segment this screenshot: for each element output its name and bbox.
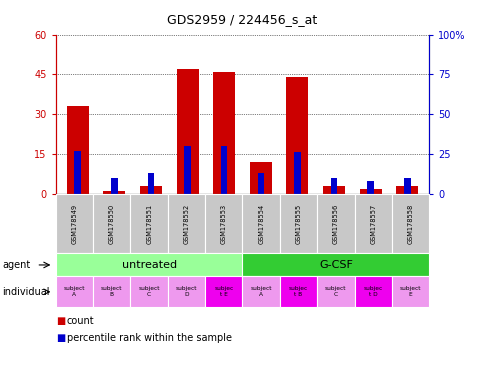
Text: subject
C: subject C: [324, 286, 346, 297]
Bar: [184, 146, 191, 194]
Text: GDS2959 / 224456_s_at: GDS2959 / 224456_s_at: [167, 13, 317, 26]
Bar: [403, 178, 409, 194]
Text: agent: agent: [2, 260, 30, 270]
Bar: [147, 173, 154, 194]
Bar: [249, 162, 271, 194]
Text: GSM178558: GSM178558: [407, 204, 413, 244]
Bar: [366, 181, 373, 194]
Text: subject
D: subject D: [175, 286, 197, 297]
Text: GSM178556: GSM178556: [332, 204, 338, 244]
Bar: [67, 106, 89, 194]
Bar: [359, 189, 381, 194]
Bar: [111, 178, 118, 194]
Bar: [322, 186, 344, 194]
Bar: [286, 77, 308, 194]
Text: GSM178549: GSM178549: [71, 204, 77, 244]
Text: GSM178550: GSM178550: [108, 204, 115, 244]
Text: count: count: [67, 316, 94, 326]
Text: ■: ■: [56, 333, 65, 343]
Text: G-CSF: G-CSF: [318, 260, 352, 270]
Bar: [293, 152, 300, 194]
Text: individual: individual: [2, 287, 50, 297]
Bar: [103, 191, 125, 194]
Text: subjec
t D: subjec t D: [363, 286, 382, 297]
Bar: [75, 151, 81, 194]
Bar: [176, 69, 198, 194]
Text: subjec
t E: subjec t E: [214, 286, 233, 297]
Bar: [330, 178, 337, 194]
Bar: [213, 72, 235, 194]
Text: GSM178551: GSM178551: [146, 204, 152, 244]
Text: ■: ■: [56, 316, 65, 326]
Text: GSM178557: GSM178557: [369, 204, 376, 244]
Text: percentile rank within the sample: percentile rank within the sample: [67, 333, 231, 343]
Text: subject
A: subject A: [250, 286, 272, 297]
Text: GSM178552: GSM178552: [183, 204, 189, 244]
Text: subject
B: subject B: [101, 286, 122, 297]
Text: GSM178553: GSM178553: [220, 204, 227, 244]
Bar: [220, 146, 227, 194]
Bar: [257, 173, 264, 194]
Text: subject
A: subject A: [63, 286, 85, 297]
Text: GSM178555: GSM178555: [295, 204, 301, 244]
Text: subjec
t B: subjec t B: [288, 286, 307, 297]
Text: untreated: untreated: [121, 260, 176, 270]
Bar: [140, 186, 162, 194]
Text: subject
E: subject E: [399, 286, 421, 297]
Text: GSM178554: GSM178554: [257, 204, 264, 244]
Text: subject
C: subject C: [138, 286, 160, 297]
Bar: [395, 186, 417, 194]
